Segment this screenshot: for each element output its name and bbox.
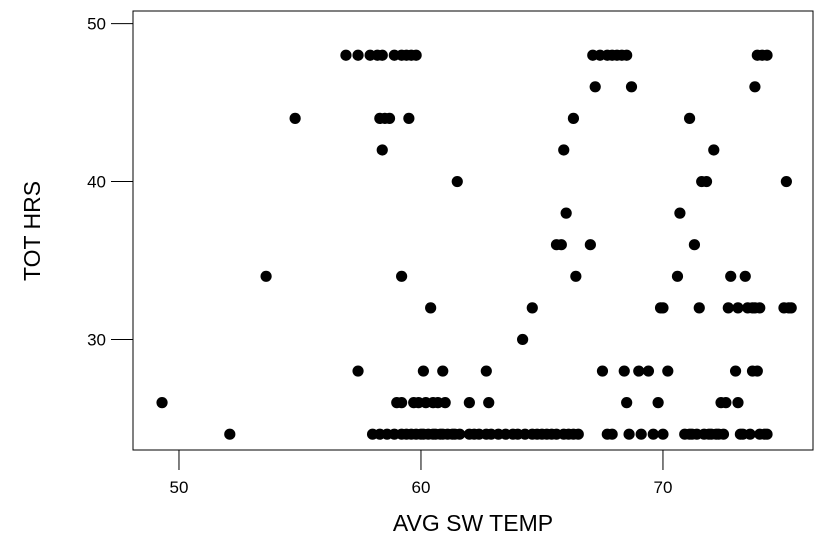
data-point [584,239,596,251]
data-point [517,333,529,346]
data-point [652,397,664,409]
x-tick-label: 70 [654,478,673,497]
data-point [725,270,737,282]
data-point [708,144,720,156]
data-point [437,365,449,377]
data-point [567,112,580,124]
data-point [396,397,408,409]
data-point [376,144,388,156]
data-point [403,112,415,124]
data-point [596,365,609,377]
data-point [633,365,645,377]
data-point [224,428,236,440]
data-point [410,49,422,61]
data-point [647,428,659,440]
data-point [683,112,696,124]
data-point [555,239,567,251]
y-tick-label: 30 [87,330,106,349]
data-point [463,397,475,409]
data-point [425,302,437,314]
data-point [674,207,686,219]
data-point [156,397,168,409]
data-point [340,49,352,61]
data-point [720,397,732,409]
data-point [439,397,451,409]
data-point [780,175,792,188]
data-point [761,49,773,61]
data-point [722,302,734,314]
data-point [717,428,730,440]
data-point [289,112,301,124]
data-point [396,270,408,282]
data-point [376,49,388,61]
data-point [558,144,570,156]
data-point [454,428,466,440]
data-point [749,81,761,93]
data-point [700,175,713,188]
data-point [352,49,364,61]
data-point [383,112,396,124]
data-points [156,49,797,440]
data-point [729,365,742,377]
data-point [621,397,633,409]
data-point [732,397,744,409]
x-tick-label: 60 [412,478,431,497]
y-axis: 30 40 50 [87,15,133,349]
data-point [606,428,618,440]
x-axis: 50 60 70 [170,450,673,497]
data-point [642,365,655,377]
data-point [739,270,751,282]
data-point [751,365,763,377]
data-point [657,428,669,440]
data-point [260,270,272,282]
data-point [570,270,582,282]
x-tick-label: 50 [170,478,189,497]
data-point [572,428,584,440]
data-point [662,365,674,377]
y-axis-title: TOT HRS [19,181,45,281]
plot-frame [132,10,814,451]
data-point [744,428,756,440]
data-point [625,81,638,93]
data-point [754,302,766,314]
data-point [623,428,635,440]
data-point [785,302,797,314]
data-point [560,207,572,219]
x-axis-title: AVG SW TEMP [393,510,553,536]
data-point [732,302,744,314]
data-point [621,49,633,61]
data-point [688,239,701,251]
data-point [761,428,773,440]
data-point [483,397,495,409]
data-point [480,365,492,377]
data-point [618,365,630,377]
data-point [352,365,364,377]
data-point [417,365,429,377]
y-tick-label: 40 [87,173,106,192]
data-point [671,270,684,282]
data-point [589,81,601,93]
y-tick-label: 50 [87,15,106,34]
data-point [693,302,705,314]
data-point [526,302,538,314]
data-point [657,302,669,314]
data-point [635,428,647,440]
data-point [451,175,463,188]
